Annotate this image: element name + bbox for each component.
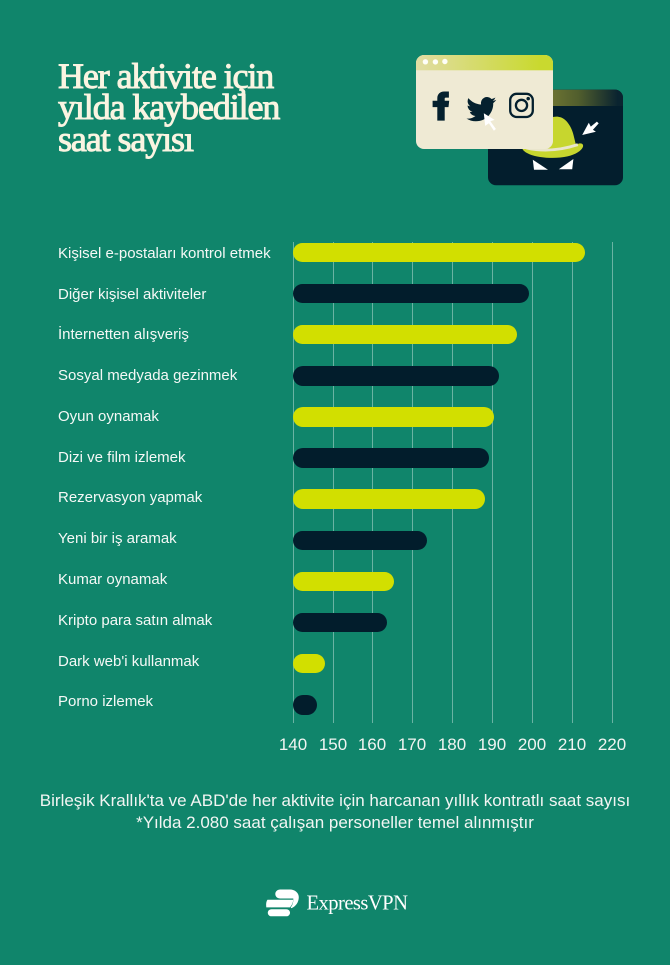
svg-text:ExpressVPN: ExpressVPN <box>307 892 409 914</box>
